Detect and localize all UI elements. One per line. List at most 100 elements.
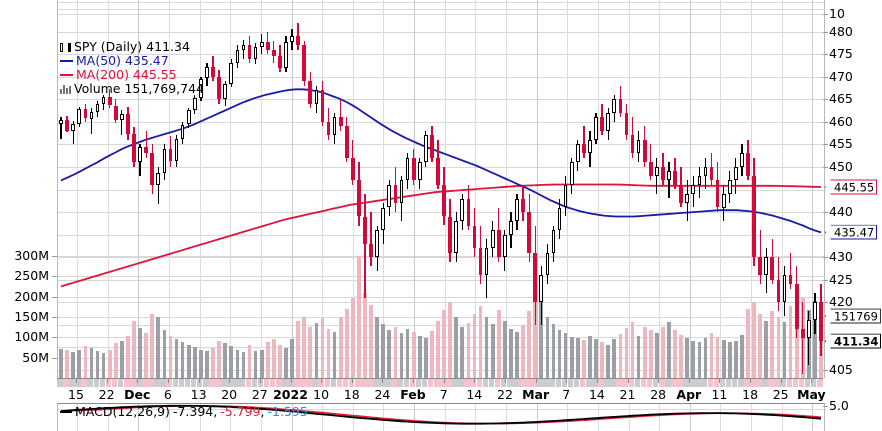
volume-bar xyxy=(107,349,112,378)
candle-body xyxy=(545,252,550,276)
legend-ohlc-label: SPY (Daily) 411.34 xyxy=(74,39,190,55)
volume-bar xyxy=(563,333,568,378)
volume-bar xyxy=(271,338,276,378)
candle-wick xyxy=(759,230,761,285)
date-strip-cell xyxy=(725,379,732,387)
volume-bar xyxy=(344,308,349,378)
candle-body xyxy=(253,46,258,59)
vertical-gridline xyxy=(77,0,78,378)
candle-body xyxy=(734,166,738,181)
date-axis-label: 28 xyxy=(650,387,667,402)
candle-body xyxy=(758,257,763,276)
date-strip-cell xyxy=(367,379,373,387)
volume-bar xyxy=(582,339,586,378)
volume-bar xyxy=(606,344,611,378)
date-axis-tick xyxy=(688,379,690,383)
volume-bar xyxy=(192,347,197,378)
candle-body xyxy=(709,166,714,181)
price-legend: SPY (Daily) 411.34 MA(50) 435.47 MA(200)… xyxy=(60,40,204,96)
vertical-gridline xyxy=(689,0,691,378)
volume-bar xyxy=(515,332,519,378)
candle-body xyxy=(229,63,234,84)
date-strip-cell xyxy=(579,379,586,387)
price-axis-label: 450 xyxy=(829,158,853,174)
volume-bar xyxy=(180,342,185,378)
volume-bar xyxy=(332,332,337,378)
price-axis[interactable]: 480 475 470 465 460 455 450 440 430 425 420 405 10 44… xyxy=(823,0,882,399)
ma200-badge[interactable]: 445.55 xyxy=(825,179,878,195)
date-strip-cell xyxy=(774,379,781,387)
price-axis-label: 480 xyxy=(829,23,853,39)
price-axis-label-partial: 10 xyxy=(829,6,845,21)
volume-gridline xyxy=(58,296,824,298)
candle-body xyxy=(326,121,331,136)
gridline xyxy=(58,189,824,191)
volume-bar xyxy=(557,329,562,378)
volume-bar xyxy=(569,336,574,378)
date-strip-cell xyxy=(75,379,81,387)
volume-bar xyxy=(703,338,708,378)
candle-wick xyxy=(72,120,74,145)
date-strip-cell xyxy=(269,379,276,387)
volume-bar xyxy=(490,324,495,378)
date-strip-cell xyxy=(573,379,580,387)
volume-bar xyxy=(776,316,781,378)
date-strip-cell xyxy=(555,379,562,387)
vertical-gridline xyxy=(812,0,814,378)
vertical-gridline xyxy=(659,404,661,431)
volume-bar xyxy=(186,344,191,378)
legend-row-ma200[interactable]: MA(200) 445.55 xyxy=(60,68,204,82)
volume-axis-label: 300M xyxy=(14,247,49,263)
volume-bar xyxy=(387,329,392,378)
date-axis-label: May xyxy=(797,387,826,402)
date-strip-cell xyxy=(634,379,641,387)
date-strip-cell xyxy=(780,379,787,387)
date-strip-cell xyxy=(519,379,525,387)
candle-body xyxy=(472,225,477,249)
candle-body xyxy=(527,212,532,253)
sep2: , xyxy=(260,404,265,420)
date-strip-cell xyxy=(561,379,568,387)
gridline xyxy=(58,54,824,56)
candle-body xyxy=(740,153,744,167)
volume-bar xyxy=(138,328,142,378)
price-axis-tick xyxy=(823,54,828,56)
volume-bar xyxy=(709,333,714,378)
date-strip-cell xyxy=(354,379,361,387)
volume-gridline xyxy=(58,316,824,318)
volume-badge[interactable]: 151769 xyxy=(825,308,881,324)
price-plot-area[interactable] xyxy=(57,0,825,378)
vertical-gridline xyxy=(168,404,170,431)
date-strip-cell xyxy=(202,379,209,387)
candle-body xyxy=(83,109,88,119)
volume-bar xyxy=(144,333,149,378)
candle-body xyxy=(509,221,513,235)
date-strip-cell xyxy=(63,379,69,387)
candle-body xyxy=(557,207,562,231)
candle-body xyxy=(727,180,732,194)
date-strip-cell xyxy=(294,379,300,387)
candle-body xyxy=(618,99,623,113)
candle-body xyxy=(423,135,428,163)
volume-bars-icon xyxy=(60,84,71,94)
ma50-badge[interactable]: 435.47 xyxy=(825,224,878,240)
macd-plot-area[interactable] xyxy=(57,403,825,431)
date-strip-cell xyxy=(233,379,239,387)
last-price-badge[interactable]: 411.34 xyxy=(825,333,882,349)
date-strip-cell xyxy=(476,379,483,387)
volume-bar xyxy=(235,349,240,378)
candle-body xyxy=(478,248,483,276)
legend-row-ma50[interactable]: MA(50) 435.47 xyxy=(60,54,204,68)
date-strip-cell xyxy=(178,379,185,387)
candle-body xyxy=(648,162,653,176)
candle-body xyxy=(357,180,361,217)
legend-row-volume[interactable]: Volume 151,769,744 xyxy=(60,82,204,96)
date-strip-cell xyxy=(719,379,726,387)
volume-bar xyxy=(618,334,623,378)
volume-bar xyxy=(417,335,422,378)
volume-bar xyxy=(101,352,106,378)
candle-body xyxy=(460,198,465,222)
candle-body xyxy=(223,83,228,100)
candle-body xyxy=(466,198,471,226)
